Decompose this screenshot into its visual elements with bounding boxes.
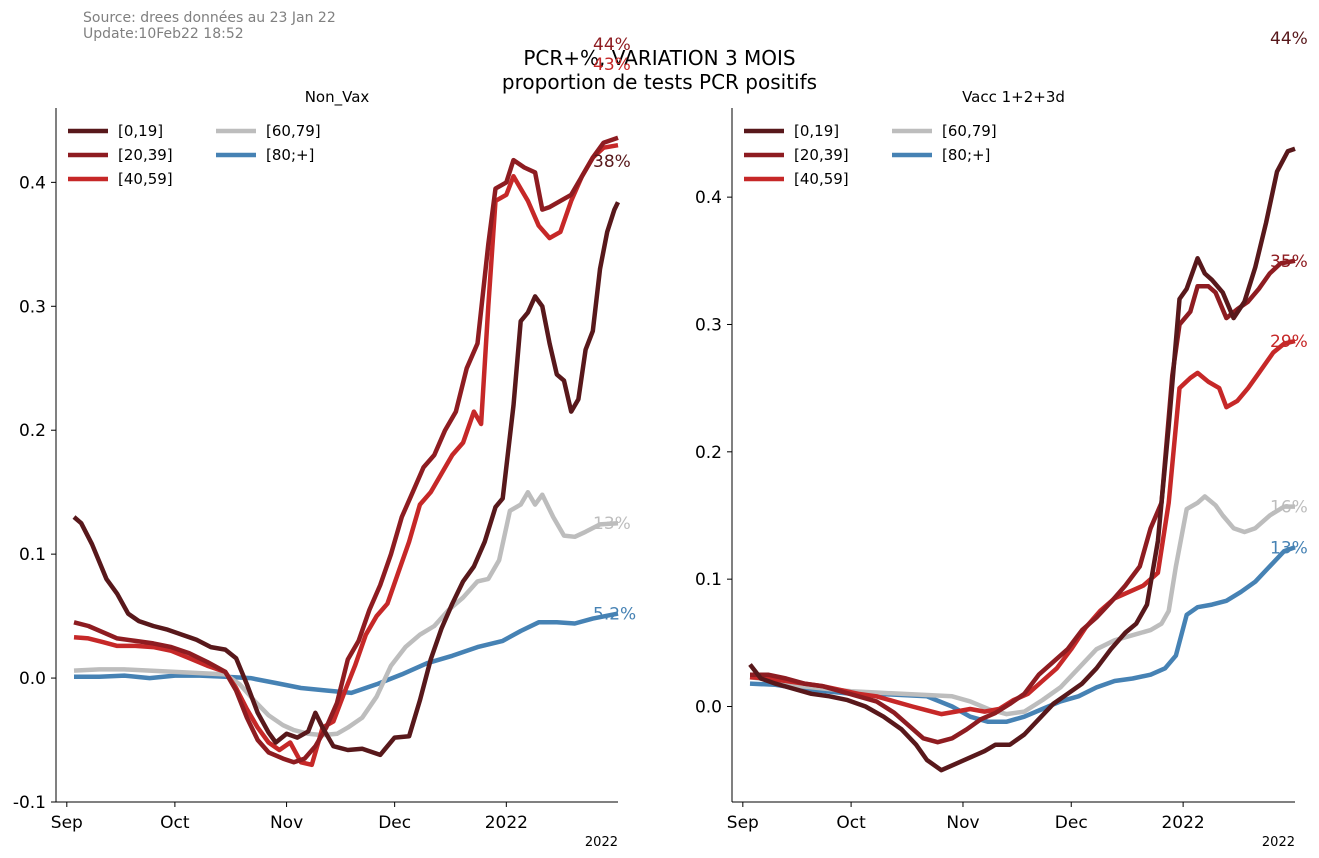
end-label-[80;+]: 5.2% xyxy=(593,605,636,625)
end-label-[40,59]: 43% xyxy=(593,55,631,75)
legend-label-[0,19]: [0,19] xyxy=(118,122,163,140)
figure-title: PCR+%, VARIATION 3 MOIS proportion de te… xyxy=(0,46,1319,94)
y-tick-label: 0.1 xyxy=(695,570,722,590)
legend-label-[20,39]: [20,39] xyxy=(118,146,173,164)
x-tick-label: Sep xyxy=(51,813,83,833)
x-axis-offset-label: 2022 xyxy=(1262,835,1295,850)
legend-label-[40,59]: [40,59] xyxy=(118,170,173,188)
y-tick-label: 0.1 xyxy=(19,545,46,565)
x-tick-label: Dec xyxy=(378,813,411,833)
update-line: Update:10Feb22 18:52 xyxy=(83,26,244,42)
y-tick-label: 0.3 xyxy=(695,315,722,335)
x-tick-label: Sep xyxy=(727,813,759,833)
end-label-[60,79]: 16% xyxy=(1270,498,1308,518)
y-tick-label: -0.1 xyxy=(13,793,46,813)
legend-label-[40,59]: [40,59] xyxy=(794,170,849,188)
x-tick-label: Nov xyxy=(946,813,979,833)
end-label-[80;+]: 13% xyxy=(1270,538,1308,558)
title-line-2: proportion de tests PCR positifs xyxy=(501,70,818,94)
y-tick-label: 0.2 xyxy=(19,421,46,441)
end-label-[0,19]: 44% xyxy=(1270,29,1308,49)
x-tick-label: Oct xyxy=(160,813,190,833)
source-line: Source: drees données au 23 Jan 22 xyxy=(83,10,336,26)
y-tick-label: 0.4 xyxy=(19,173,46,193)
series-line-[40,59] xyxy=(749,338,1296,717)
end-label-[60,79]: 13% xyxy=(593,514,631,534)
legend-label-[60,79]: [60,79] xyxy=(942,122,997,140)
y-tick-label: 0.0 xyxy=(19,669,46,689)
panel-title: Vacc 1+2+3d xyxy=(962,88,1065,106)
y-tick-label: 0.3 xyxy=(19,297,46,317)
y-tick-label: 0.0 xyxy=(695,697,722,717)
series-line-[20,39] xyxy=(73,135,619,765)
series-line-[80;+] xyxy=(74,611,619,696)
x-axis-offset-label: 2022 xyxy=(585,835,618,850)
legend-label-[0,19]: [0,19] xyxy=(794,122,839,140)
y-tick-label: 0.4 xyxy=(695,188,722,208)
x-tick-label: Dec xyxy=(1055,813,1088,833)
legend-label-[20,39]: [20,39] xyxy=(794,146,849,164)
legend-label-[60,79]: [60,79] xyxy=(266,122,321,140)
series-line-[0,19] xyxy=(748,146,1296,773)
end-label-[0,19]: 38% xyxy=(593,152,631,172)
x-tick-label: Nov xyxy=(270,813,303,833)
end-label-[40,59]: 29% xyxy=(1270,332,1308,352)
legend-label-[80;+]: [80;+] xyxy=(942,146,990,164)
series-line-[40,59] xyxy=(73,142,619,768)
title-line-1: PCR+%, VARIATION 3 MOIS xyxy=(523,46,796,70)
legend-label-[80;+]: [80;+] xyxy=(266,146,314,164)
source-note: Source: drees données au 23 Jan 22 Updat… xyxy=(83,10,336,42)
panel-title: Non_Vax xyxy=(305,88,370,107)
x-tick-label: Oct xyxy=(836,813,866,833)
y-tick-label: 0.2 xyxy=(695,443,722,463)
series-line-[60,79] xyxy=(73,489,619,738)
end-label-[20,39]: 35% xyxy=(1270,252,1308,272)
end-label-[20,39]: 44% xyxy=(593,35,631,55)
series-line-[0,19] xyxy=(72,201,621,758)
x-tick-label: 2022 xyxy=(485,813,528,833)
series-line-[20,39] xyxy=(750,258,1296,745)
series-line-[60,79] xyxy=(749,494,1295,717)
x-tick-label: 2022 xyxy=(1161,813,1204,833)
